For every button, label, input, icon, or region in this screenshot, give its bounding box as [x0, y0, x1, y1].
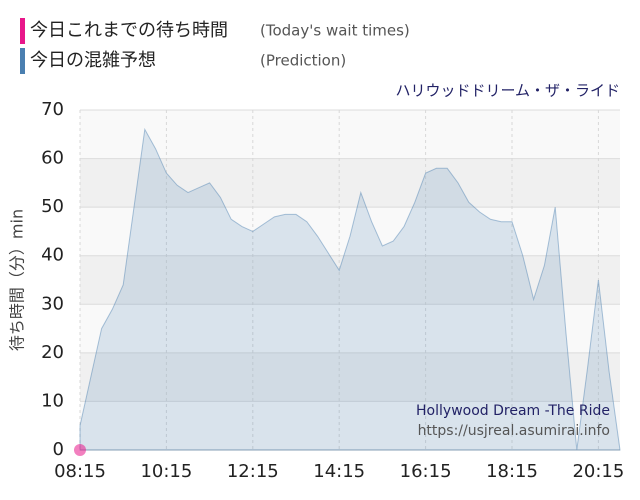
legend-note: (Today's wait times)	[260, 22, 410, 40]
plot-band	[80, 352, 620, 402]
y-tick-label: 20	[41, 342, 64, 363]
watermark-url: https://usjreal.asumirai.info	[418, 423, 610, 439]
y-tick-label: 10	[41, 390, 64, 411]
wait-point	[74, 444, 86, 456]
legend-note: (Prediction)	[260, 52, 346, 70]
legend-swatch	[20, 18, 25, 44]
legend-swatch	[20, 48, 25, 74]
y-axis-label: 待ち時間（分）min	[8, 209, 27, 351]
y-tick-label: 40	[41, 245, 64, 266]
prediction-area	[79, 127, 621, 451]
x-tick-label: 20:15	[572, 461, 624, 482]
x-tick-label: 18:15	[486, 461, 538, 482]
x-tick-label: 16:15	[400, 461, 452, 482]
y-tick-label: 0	[53, 439, 64, 460]
plot-band	[80, 255, 620, 305]
y-tick-label: 30	[41, 293, 64, 314]
legend-label: 今日の混雑予想	[30, 50, 156, 71]
y-tick-label: 60	[41, 148, 64, 169]
plot-band	[80, 158, 620, 208]
x-tick-label: 12:15	[227, 461, 279, 482]
x-tick-label: 14:15	[313, 461, 365, 482]
subtitle: ハリウッドドリーム・ザ・ライド	[395, 82, 620, 100]
legend-label: 今日これまでの待ち時間	[30, 20, 228, 41]
y-tick-label: 70	[41, 99, 64, 120]
watermark-title: Hollywood Dream -The Ride	[416, 403, 610, 419]
y-tick-label: 50	[41, 196, 64, 217]
x-tick-label: 08:15	[54, 461, 106, 482]
x-tick-label: 10:15	[140, 461, 192, 482]
